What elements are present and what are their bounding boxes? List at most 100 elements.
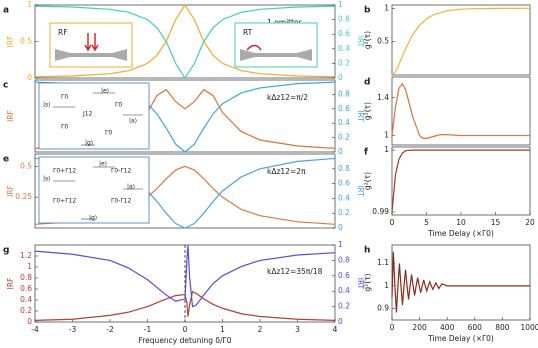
- y2-axis-label: IRT: [356, 185, 365, 197]
- inset-box: [38, 82, 150, 150]
- inset-label: RT: [243, 28, 253, 37]
- inset-text: Γ0: [61, 124, 68, 131]
- y-axis-label: IRF: [6, 278, 15, 290]
- y2-axis-label: IRT: [356, 110, 365, 122]
- plot-frame: [391, 76, 531, 146]
- y-axis-label: IRF: [6, 185, 15, 197]
- x-tick-label: 600: [468, 323, 483, 332]
- y-tick-label: 1.4: [377, 93, 389, 102]
- arrow: [246, 44, 262, 51]
- y-tick-label: 1.1: [377, 258, 389, 267]
- y2-tick-label: 1: [338, 0, 343, 9]
- inset-text: |s⟩: [43, 102, 51, 109]
- inset-text: |g⟩: [89, 215, 97, 222]
- x-tick-label: -3: [69, 325, 77, 334]
- plot-frame: [391, 4, 531, 76]
- inset-text: Γ0: [115, 102, 122, 109]
- inset-box: [234, 22, 318, 68]
- y2-tick-label: 0.2: [338, 302, 350, 311]
- y2-tick-label: 0.6: [338, 29, 350, 38]
- y-tick-label: 1: [27, 0, 32, 9]
- x-tick-label: 3: [295, 325, 300, 334]
- inset-text: |e⟩: [101, 88, 109, 95]
- y-tick-label: 0.2: [20, 306, 32, 315]
- arrow: [84, 33, 92, 52]
- y2-tick-label: 0.4: [338, 44, 350, 53]
- inset-text: |a⟩: [129, 118, 137, 125]
- panel-label: a: [3, 6, 9, 16]
- y-axis-label: g²(τ): [363, 102, 372, 120]
- annotation: kΔz12=35π/18: [267, 267, 323, 276]
- x-tick-label: -2: [106, 325, 114, 334]
- y2-tick-label: 0: [338, 223, 343, 232]
- x-tick-label: 0: [183, 325, 188, 334]
- y2-tick-label: 1: [338, 240, 343, 249]
- panel-label: d: [364, 78, 370, 88]
- x-tick-label: 2: [258, 325, 263, 334]
- inset-text: Γ0: [61, 94, 68, 101]
- inset-text: Γ0: [105, 130, 112, 137]
- panel-label: h: [364, 246, 370, 256]
- arrow: [91, 33, 99, 52]
- y-axis-label: IRF: [6, 36, 15, 48]
- panel-label: g: [3, 246, 9, 256]
- x-tick-label: 1: [220, 325, 225, 334]
- y2-tick-label: 0.4: [338, 286, 350, 295]
- data-line: [391, 149, 530, 212]
- x-tick-label: -1: [144, 325, 152, 334]
- inset-box: [38, 156, 150, 224]
- y-tick-label: 1.2: [20, 251, 32, 260]
- data-line: [391, 82, 530, 139]
- annotation: kΔz12=π/2: [267, 93, 308, 102]
- y2-tick-label: 0: [338, 73, 343, 82]
- y-tick-label: 1: [384, 281, 389, 290]
- x-tick-label: 0: [390, 323, 395, 332]
- x-tick-label: 0: [390, 218, 395, 227]
- y2-tick-label: 0.8: [338, 255, 350, 264]
- y-tick-label: 0.9: [377, 304, 389, 313]
- y-tick-label: 1: [384, 3, 389, 12]
- y2-tick-label: 0.6: [338, 271, 350, 280]
- annotation: kΔz12=2π: [267, 167, 306, 176]
- y2-tick-label: 0.8: [338, 15, 350, 24]
- y-tick-label: 0.99: [372, 207, 389, 216]
- y-axis-label: g²(τ): [363, 31, 372, 49]
- x-axis-label: Frequency detuning δ/Γ0: [139, 336, 232, 345]
- inset-text: Γ0-Γ12: [111, 168, 131, 175]
- data-line: [391, 251, 530, 313]
- y-tick-label: 0.5: [377, 37, 389, 46]
- y-tick-label: 0.5: [20, 161, 32, 170]
- x-tick-label: 4: [333, 325, 338, 334]
- panel-label: c: [3, 81, 8, 91]
- y2-tick-label: 0.4: [338, 118, 350, 127]
- y-tick-label: 0.6: [20, 284, 32, 293]
- y2-tick-label: 0.2: [338, 133, 350, 142]
- x-axis-label: Time Delay (×Γ0): [427, 334, 494, 343]
- y-axis-label: g²(τ): [363, 273, 372, 291]
- inset-text: Γ0+Γ12: [53, 198, 76, 205]
- y2-tick-label: 0.4: [338, 193, 350, 202]
- y2-tick-label: 0: [338, 317, 343, 326]
- y-tick-label: 0.4: [20, 295, 32, 304]
- x-tick-label: 10: [456, 218, 466, 227]
- x-tick-label: 800: [495, 323, 510, 332]
- panel-label: f: [364, 148, 368, 158]
- x-tick-label: 15: [491, 218, 501, 227]
- y-axis-label: IRF: [6, 110, 15, 122]
- panel-label: e: [3, 155, 9, 165]
- y2-tick-label: 0.2: [338, 208, 350, 217]
- y2-tick-label: 0.6: [338, 179, 350, 188]
- data-line: [34, 290, 336, 321]
- panel-label: b: [364, 6, 371, 16]
- x-tick-label: 5: [424, 218, 429, 227]
- inset-label: RF: [58, 28, 68, 37]
- y-tick-label: 0: [27, 317, 32, 326]
- y2-tick-label: 0.8: [338, 164, 350, 173]
- y2-axis-label: IRT: [356, 278, 365, 290]
- waveguide: [55, 49, 127, 61]
- x-axis-label: Time Delay (×Γ0): [427, 229, 494, 238]
- x-tick-label: -4: [31, 325, 39, 334]
- y-tick-label: 1: [27, 262, 32, 271]
